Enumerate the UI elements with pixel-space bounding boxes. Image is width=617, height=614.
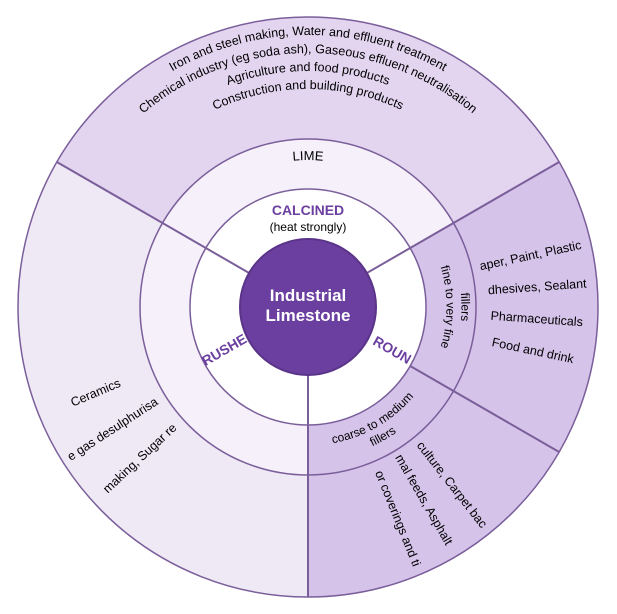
limestone-radial-chart: IndustrialLimestone CALCINED (heat strongl… [0, 0, 617, 614]
lime-ring-label: LIME [292, 148, 324, 164]
fine-ring-line-1: fillers [458, 292, 473, 322]
proc-calcined-sub: (heat strongly) [270, 220, 347, 234]
core-title: IndustrialLimestone [265, 286, 350, 325]
proc-calcined-label: CALCINED [272, 202, 344, 218]
